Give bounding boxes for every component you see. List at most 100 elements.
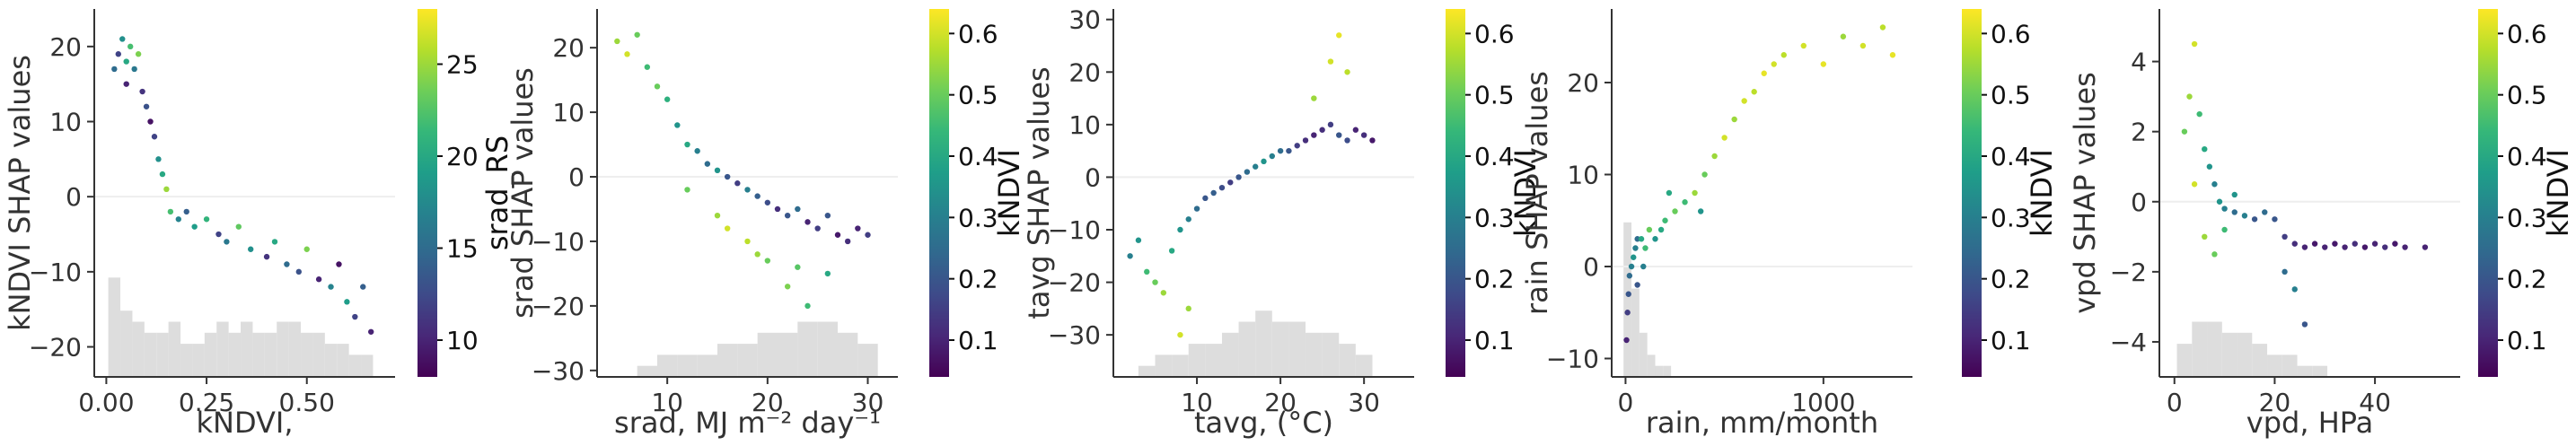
x-axis-label: kNDVI,: [196, 406, 293, 440]
histogram-bar: [797, 321, 818, 377]
histogram-bar: [120, 310, 133, 377]
x-axis-label: tavg, (°C): [1194, 406, 1333, 440]
y-tick-label: −2: [2110, 258, 2147, 287]
histogram-bar: [1663, 365, 1672, 377]
data-point: [2181, 128, 2188, 135]
data-point: [824, 270, 831, 277]
histogram-bar: [1355, 354, 1373, 377]
data-point: [155, 156, 162, 162]
data-point: [1185, 216, 1191, 223]
x-tick-label: 10: [651, 388, 683, 417]
y-axis-label: kNDVI SHAP values: [3, 55, 37, 331]
x-tick-label: 1000: [1791, 388, 1855, 417]
data-point: [2291, 286, 2298, 293]
data-point: [1771, 61, 1777, 67]
data-point: [754, 193, 760, 199]
histogram-bar: [228, 332, 242, 377]
histogram-bar: [757, 332, 778, 377]
data-point: [352, 313, 358, 320]
data-point: [1352, 127, 1359, 133]
data-point: [1210, 189, 1217, 197]
data-point: [2262, 209, 2268, 215]
histogram-bar: [216, 321, 229, 377]
y-tick-label: 10: [1068, 110, 1101, 140]
colorbar: [929, 9, 949, 377]
histogram-bar: [717, 344, 738, 377]
data-point: [634, 31, 640, 38]
y-tick-label: −10: [532, 227, 585, 257]
histogram-bar: [324, 344, 338, 377]
data-point: [2231, 209, 2238, 215]
data-point: [1327, 58, 1334, 65]
histogram-bar: [2312, 365, 2328, 377]
data-point: [1168, 248, 1175, 254]
colorbar-label: kNDVI: [2025, 149, 2059, 237]
data-point: [159, 171, 166, 178]
data-point: [1631, 254, 1637, 260]
data-point: [2196, 110, 2202, 118]
data-point: [855, 225, 861, 232]
data-point: [834, 232, 841, 238]
x-tick-label: 30: [1348, 388, 1380, 417]
data-point: [684, 141, 690, 148]
data-point: [1800, 42, 1807, 49]
data-point: [1879, 24, 1886, 31]
data-point: [1252, 163, 1259, 170]
histogram-bar: [2281, 354, 2298, 377]
data-point: [1319, 127, 1325, 133]
colorbar-tick-label: 0.2: [1474, 265, 1515, 294]
colorbar: [1962, 9, 1982, 377]
colorbar-label: kNDVI: [2541, 149, 2575, 237]
x-axis-label: srad, MJ m⁻² day⁻¹: [614, 406, 881, 440]
data-point: [654, 83, 661, 90]
data-point: [123, 81, 129, 87]
data-point: [704, 161, 711, 167]
x-tick-label: 0: [1618, 388, 1634, 417]
data-point: [1227, 179, 1234, 186]
data-point: [1294, 143, 1300, 149]
histogram-bar: [1288, 321, 1306, 377]
histogram-bar: [1138, 365, 1156, 377]
colorbar-tick-label: 0.3: [1991, 203, 2031, 232]
data-point: [1634, 236, 1640, 242]
data-point: [1625, 291, 1631, 297]
data-point: [2342, 244, 2348, 250]
data-point: [2382, 244, 2388, 250]
data-point: [1127, 253, 1133, 259]
histogram-bar: [301, 332, 313, 377]
colorbar-tick-label: 0.6: [1474, 19, 1515, 48]
data-point: [804, 302, 811, 310]
data-point: [127, 43, 134, 50]
data-point: [1640, 263, 1647, 270]
data-point: [360, 284, 366, 290]
data-point: [1682, 199, 1688, 206]
colorbar-tick-label: 0.1: [1474, 326, 1515, 355]
data-point: [248, 246, 254, 252]
data-point: [1193, 206, 1200, 212]
colorbar-tick-label: 0.4: [1474, 142, 1515, 171]
histogram-bar: [1255, 310, 1272, 377]
data-point: [1889, 52, 1896, 58]
histogram-bar: [1339, 344, 1356, 377]
histogram-bar: [144, 332, 157, 377]
histogram-bar: [1238, 321, 1256, 377]
x-tick-label: 30: [852, 388, 884, 417]
colorbar-tick-label: 0.6: [2507, 19, 2547, 48]
data-point: [2231, 191, 2238, 198]
y-tick-label: 20: [1567, 68, 1599, 98]
data-point: [2221, 206, 2228, 212]
y-tick-label: 4: [2131, 48, 2147, 77]
data-point: [2281, 268, 2288, 275]
y-tick-label: −30: [532, 356, 585, 386]
colorbar-tick-label: 15: [446, 234, 479, 264]
histogram-bar: [637, 365, 657, 377]
data-point: [224, 239, 230, 245]
histogram-bar: [1205, 344, 1222, 377]
data-point: [795, 206, 801, 213]
histogram-bar: [168, 321, 181, 377]
data-point: [2211, 251, 2218, 258]
data-point: [1692, 189, 1698, 197]
data-point: [1185, 305, 1191, 312]
data-point: [2361, 244, 2369, 250]
